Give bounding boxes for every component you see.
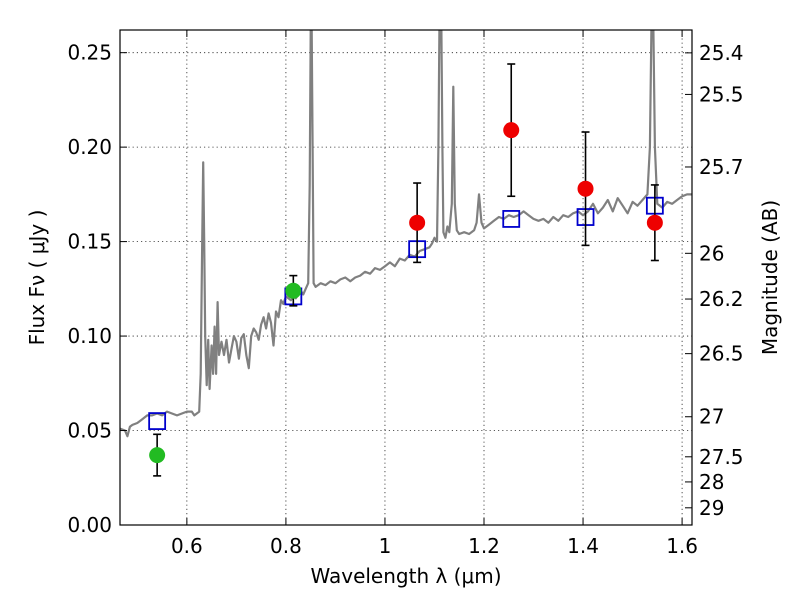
plot-frame [119, 29, 693, 526]
y-tick-label: 0.25 [67, 41, 112, 65]
optical-photometry-point [149, 447, 166, 464]
y-tick-label: 0.20 [67, 135, 112, 159]
y2-tick-label: 26 [699, 241, 724, 265]
spectrum-line [120, 30, 692, 438]
x-tick-label: 1.2 [468, 534, 500, 558]
x-tick-label: 1.4 [567, 534, 599, 558]
y-tick-label: 0.15 [67, 230, 112, 254]
x-tick-label: 0.6 [171, 534, 203, 558]
y-tick-label: 0.00 [67, 513, 112, 537]
model-photometry-square [502, 210, 521, 228]
y-tick-label: 0.10 [67, 324, 112, 348]
y2-tick-label: 26.5 [699, 342, 744, 366]
y2-tick-label: 28 [699, 470, 724, 494]
model-photometry-square [148, 412, 167, 430]
spectrum-layer [120, 30, 692, 438]
y2-tick-label: 25.4 [699, 41, 744, 65]
y2-axis-label: Magnitude (AB) [758, 200, 782, 355]
x-tick-label: 1 [379, 534, 392, 558]
x-tick-label: 0.8 [270, 534, 302, 558]
x-tick-label: 1.6 [666, 534, 698, 558]
y2-tick-label: 27 [699, 405, 724, 429]
y2-tick-label: 25.5 [699, 82, 744, 106]
markers-layer [148, 63, 664, 477]
y2-tick-label: 27.5 [699, 445, 744, 469]
axis-ticks: 0.6 0.8 1 1.2 1.4 1.6 0.00 0.05 0.10 0.15 0.20 0.25… [67, 30, 744, 558]
infrared-photometry-point [409, 214, 426, 231]
grid-lines [120, 30, 692, 526]
x-axis-label: Wavelength λ (μm) [310, 564, 501, 588]
infrared-photometry-point [503, 122, 520, 139]
y2-tick-label: 26.2 [699, 287, 744, 311]
y2-tick-label: 25.7 [699, 155, 744, 179]
optical-photometry-point [285, 282, 302, 299]
y2-tick-label: 29 [699, 496, 724, 520]
y-tick-label: 0.05 [67, 419, 112, 443]
infrared-photometry-point [577, 180, 594, 197]
infrared-photometry-point [646, 214, 663, 231]
y-axis-label: Flux Fν ( μJy ) [25, 210, 49, 346]
